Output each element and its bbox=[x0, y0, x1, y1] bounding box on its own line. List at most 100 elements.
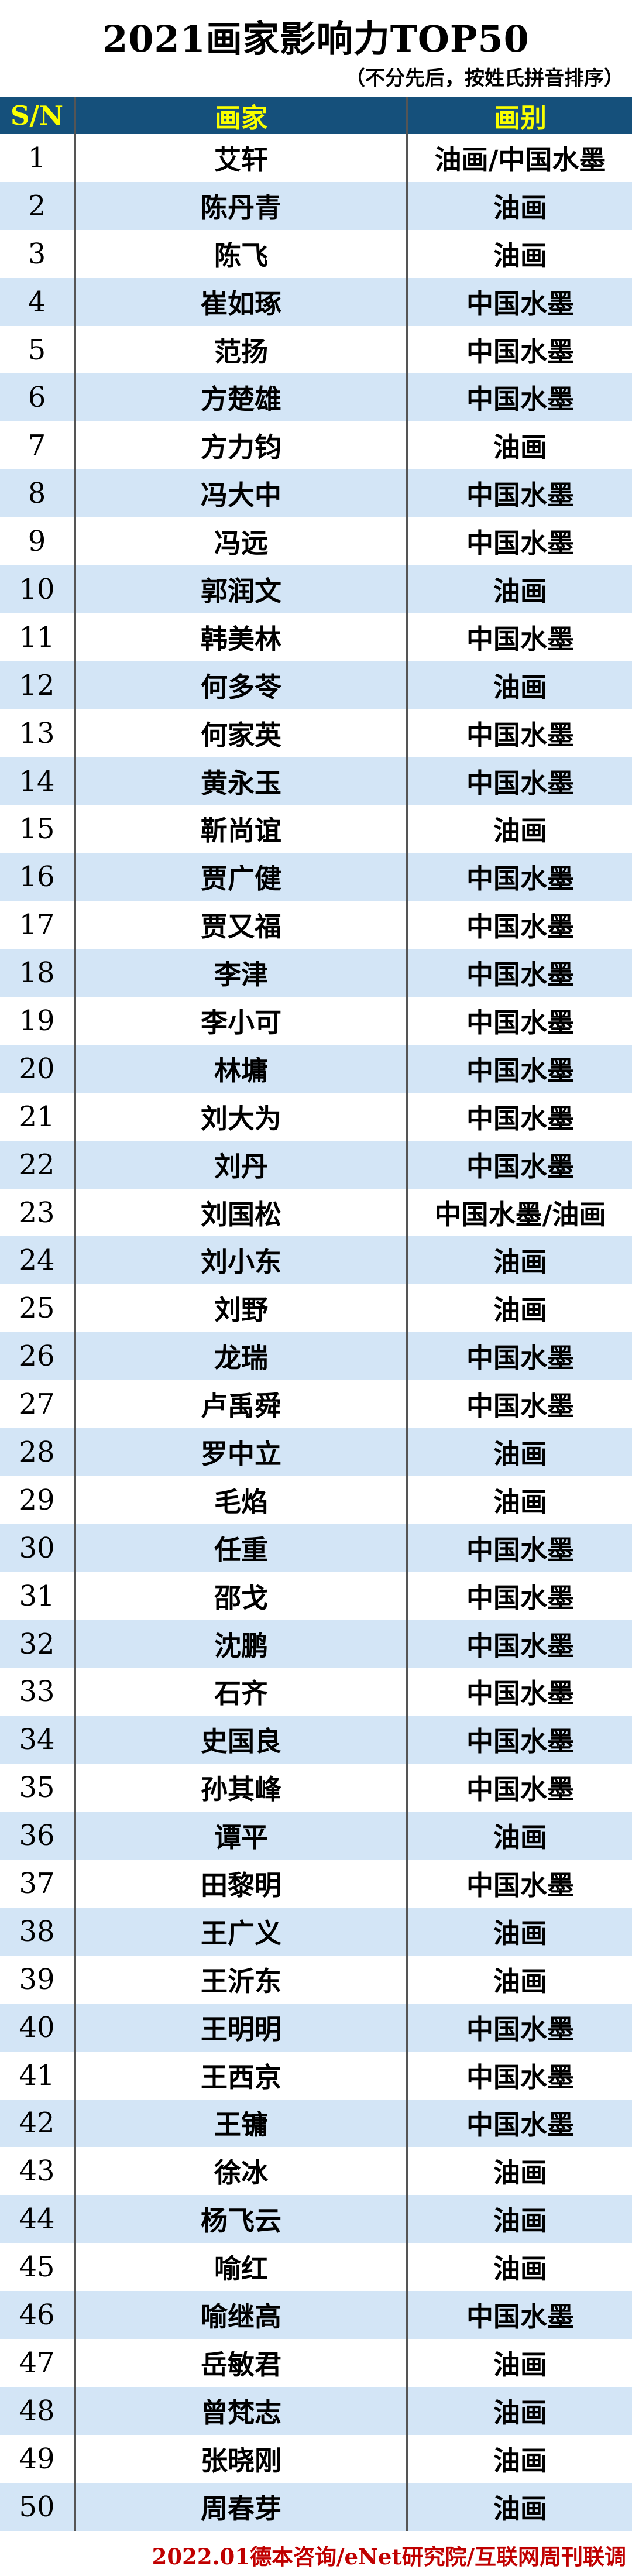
table-row: 8 冯大中 中国水墨 bbox=[0, 469, 632, 518]
sn-cell: 34 bbox=[0, 1716, 76, 1764]
painter-cell: 范扬 bbox=[76, 325, 408, 374]
category-cell: 中国水墨 bbox=[466, 911, 574, 943]
painter-cell: 韩美林 bbox=[76, 613, 408, 661]
sn-cell: 39 bbox=[0, 1955, 76, 2004]
table-row: 26 龙瑞 中国水墨 bbox=[0, 1332, 632, 1381]
table-row: 35 孙其峰 中国水墨 bbox=[0, 1764, 632, 1812]
sn-cell: 47 bbox=[0, 2338, 76, 2387]
category-cell: 中国水墨 bbox=[466, 383, 574, 416]
table-row: 49 张晓刚 油画 bbox=[0, 2434, 632, 2483]
category-cell: 中国水墨 bbox=[466, 527, 574, 560]
painter-cell: 史国良 bbox=[76, 1716, 408, 1764]
painter-cell: 邵戈 bbox=[76, 1572, 408, 1620]
sn-cell: 5 bbox=[0, 325, 76, 374]
category-cell: 中国水墨 bbox=[466, 2013, 574, 2045]
sn-cell: 13 bbox=[0, 709, 76, 757]
sn-cell: 24 bbox=[0, 1236, 76, 1285]
category-cell: 油画 bbox=[493, 671, 547, 703]
painter-cell: 王广义 bbox=[76, 1907, 408, 1956]
table-row: 18 李津 中国水墨 bbox=[0, 949, 632, 997]
painter-cell: 王沂东 bbox=[76, 1955, 408, 2004]
sn-cell: 46 bbox=[0, 2291, 76, 2339]
sn-cell: 35 bbox=[0, 1764, 76, 1812]
table-row: 17 贾又福 中国水墨 bbox=[0, 901, 632, 949]
painter-cell: 何家英 bbox=[76, 709, 408, 757]
category-cell: 油画 bbox=[493, 239, 547, 272]
painter-cell: 王明明 bbox=[76, 2003, 408, 2052]
table-row: 31 邵戈 中国水墨 bbox=[0, 1572, 632, 1620]
sn-cell: 44 bbox=[0, 2195, 76, 2244]
painter-cell: 方楚雄 bbox=[76, 373, 408, 422]
painter-cell: 刘野 bbox=[76, 1284, 408, 1333]
category-cell: 中国水墨/油画 bbox=[434, 1198, 606, 1230]
sn-cell: 8 bbox=[0, 469, 76, 518]
painter-cell: 毛焰 bbox=[76, 1476, 408, 1524]
painter-cell: 龙瑞 bbox=[76, 1332, 408, 1381]
category-cell: 中国水墨 bbox=[466, 1630, 574, 1662]
painter-cell: 喻继高 bbox=[76, 2291, 408, 2339]
painter-cell: 方力钧 bbox=[76, 421, 408, 470]
sn-cell: 23 bbox=[0, 1188, 76, 1237]
category-cell: 中国水墨 bbox=[466, 2061, 574, 2093]
table-row: 27 卢禹舜 中国水墨 bbox=[0, 1380, 632, 1429]
painter-cell: 田黎明 bbox=[76, 1860, 408, 1908]
page-subtitle: （不分先后，按姓氏拼音排序） bbox=[345, 67, 624, 90]
sn-cell: 50 bbox=[0, 2482, 76, 2531]
painter-cell: 郭润文 bbox=[76, 565, 408, 613]
painter-cell: 贾广健 bbox=[76, 853, 408, 901]
category-cell: 中国水墨 bbox=[466, 2301, 574, 2333]
table-row: 33 石齐 中国水墨 bbox=[0, 1668, 632, 1716]
table-row: 16 贾广健 中国水墨 bbox=[0, 853, 632, 901]
painter-cell: 周春芽 bbox=[76, 2482, 408, 2531]
painter-cell: 沈鹏 bbox=[76, 1620, 408, 1668]
table-row: 1 艾轩 油画/中国水墨 bbox=[0, 134, 632, 182]
category-cell: 油画 bbox=[493, 1965, 547, 1997]
sn-cell: 11 bbox=[0, 613, 76, 661]
table-row: 21 刘大为 中国水墨 bbox=[0, 1092, 632, 1141]
painter-cell: 艾轩 bbox=[76, 134, 408, 182]
table-row: 13 何家英 中国水墨 bbox=[0, 709, 632, 757]
table-row: 34 史国良 中国水墨 bbox=[0, 1716, 632, 1764]
category-cell: 油画 bbox=[493, 431, 547, 464]
category-cell: 中国水墨 bbox=[466, 287, 574, 320]
category-cell: 中国水墨 bbox=[466, 1390, 574, 1422]
painter-cell: 崔如琢 bbox=[76, 277, 408, 326]
painter-cell: 冯远 bbox=[76, 517, 408, 566]
category-cell: 油画 bbox=[493, 2253, 547, 2285]
sn-cell: 36 bbox=[0, 1812, 76, 1860]
painter-cell: 谭平 bbox=[76, 1812, 408, 1860]
table-row: 25 刘野 油画 bbox=[0, 1284, 632, 1333]
table-row: 28 罗中立 油画 bbox=[0, 1428, 632, 1476]
table-row: 43 徐冰 油画 bbox=[0, 2147, 632, 2196]
category-cell: 油画 bbox=[493, 1438, 547, 1470]
category-cell: 油画 bbox=[493, 1246, 547, 1278]
category-cell: 中国水墨 bbox=[466, 1678, 574, 1710]
sn-cell: 45 bbox=[0, 2243, 76, 2292]
category-cell: 油画 bbox=[493, 1294, 547, 1326]
sn-cell: 19 bbox=[0, 997, 76, 1045]
painter-cell: 刘国松 bbox=[76, 1188, 408, 1237]
sn-cell: 10 bbox=[0, 565, 76, 613]
page-title: 2021画家影响力TOP50 bbox=[102, 18, 530, 60]
category-cell: 中国水墨 bbox=[466, 1582, 574, 1614]
table-row: 6 方楚雄 中国水墨 bbox=[0, 373, 632, 422]
painter-cell: 张晓刚 bbox=[76, 2434, 408, 2483]
category-cell: 油画 bbox=[493, 575, 547, 607]
category-cell: 油画 bbox=[493, 2492, 547, 2524]
category-cell: 油画 bbox=[493, 2157, 547, 2189]
painter-cell: 孙其峰 bbox=[76, 1764, 408, 1812]
category-cell: 油画 bbox=[493, 2444, 547, 2476]
table-row: 44 杨飞云 油画 bbox=[0, 2195, 632, 2244]
category-cell: 油画 bbox=[493, 1917, 547, 1949]
header-category: 画别 bbox=[493, 102, 547, 133]
header-sn: S/N bbox=[0, 97, 76, 134]
sn-cell: 26 bbox=[0, 1332, 76, 1381]
category-cell: 中国水墨 bbox=[466, 1342, 574, 1374]
table-body: 1 艾轩 油画/中国水墨 2 陈丹青 油画 3 陈飞 油画 4 崔如琢 中国水墨… bbox=[0, 134, 632, 2531]
sn-cell: 31 bbox=[0, 1572, 76, 1620]
sn-cell: 20 bbox=[0, 1044, 76, 1093]
sn-cell: 17 bbox=[0, 901, 76, 949]
sn-cell: 14 bbox=[0, 757, 76, 805]
table-row: 47 岳敏君 油画 bbox=[0, 2338, 632, 2387]
sn-cell: 32 bbox=[0, 1620, 76, 1668]
